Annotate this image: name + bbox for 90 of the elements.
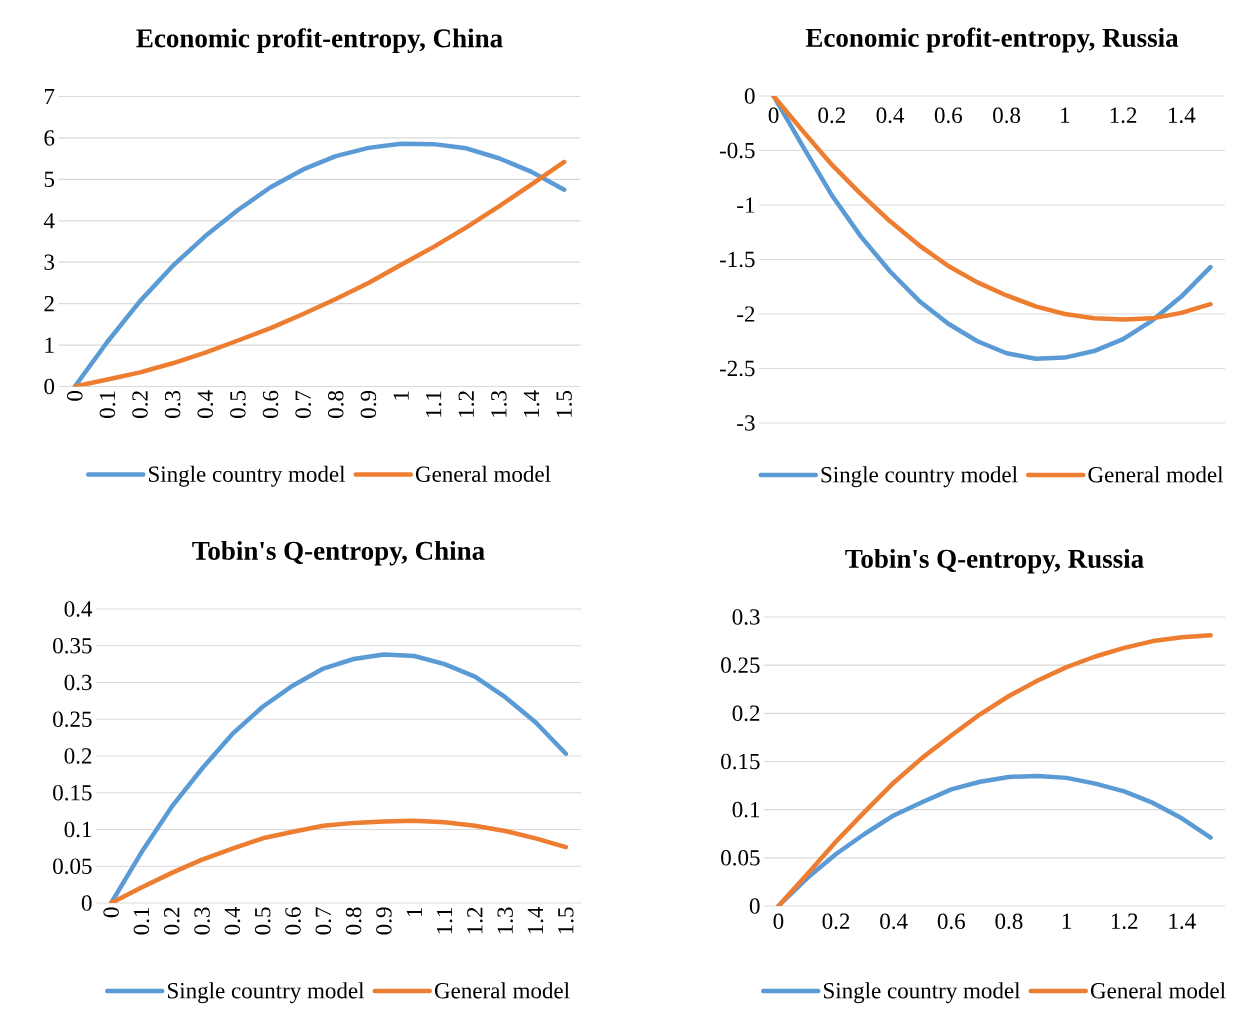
y-tick-label: -3: [737, 415, 755, 431]
y-tick-label: -0.5: [719, 142, 755, 159]
legend-label: General model: [434, 982, 570, 999]
y-tick-label: 0.35: [53, 637, 92, 654]
chart-title: Tobin's Q-entropy, China: [192, 540, 485, 566]
y-tick-label: -1.5: [719, 251, 755, 268]
x-tick-label: 0.3: [164, 390, 181, 418]
y-tick-label: 7: [44, 88, 55, 105]
y-tick-label: -2.5: [719, 360, 755, 377]
chart-title: Economic profit-entropy, Russia: [805, 27, 1179, 53]
legend-label: General model: [1090, 982, 1226, 999]
x-tick-label: 0.6: [937, 913, 965, 930]
y-tick-label: 0.4: [64, 601, 93, 617]
x-tick-label: 0.9: [360, 390, 377, 418]
x-tick-label: 1.4: [1168, 107, 1196, 124]
x-tick-label: 0.8: [345, 907, 362, 935]
y-tick-label: 0: [744, 88, 755, 104]
y-tick-label: 0.3: [732, 609, 760, 625]
legend-label: General model: [1088, 466, 1224, 483]
x-tick-label: 1.3: [491, 390, 507, 417]
y-tick-label: 0.15: [721, 753, 760, 770]
x-tick-label: 0.7: [295, 390, 312, 418]
y-tick-label: 0.15: [53, 784, 92, 801]
y-tick-label: 1: [45, 337, 54, 353]
x-tick-label: 1.4: [527, 906, 544, 934]
y-tick-label: 0.2: [732, 705, 760, 722]
x-tick-label: 1.5: [556, 390, 572, 417]
x-tick-label: 0.4: [224, 906, 241, 935]
y-tick-label: 3: [44, 254, 55, 270]
x-tick-label: 0.2: [163, 907, 180, 935]
x-tick-label: 0.2: [132, 391, 148, 418]
x-tick-label: 1.4: [523, 390, 540, 417]
y-tick-label: 4: [43, 213, 55, 229]
y-tick-label: 0.25: [721, 657, 760, 673]
y-tick-label: 5: [44, 171, 55, 187]
x-tick-label: 0.5: [230, 390, 246, 418]
x-tick-label: 1.3: [497, 907, 514, 934]
x-tick-label: 1.1: [425, 391, 442, 417]
x-tick-label: 0.9: [376, 907, 392, 935]
x-tick-label: 1.2: [1111, 913, 1138, 930]
x-tick-label: 1: [406, 907, 422, 917]
y-tick-label: 0.05: [721, 850, 760, 866]
x-tick-label: 1.2: [458, 391, 475, 417]
y-tick-label: 0.25: [53, 711, 92, 728]
legend-label: Single country model: [824, 982, 1021, 1004]
legend-label: Single country model: [821, 466, 1018, 488]
line-series: [776, 633, 1213, 906]
y-tick-label: 6: [44, 130, 55, 146]
y-tick-label: 0.1: [732, 801, 760, 818]
x-tick-label: 1.4: [1169, 913, 1196, 930]
chart-title: Tobin's Q-entropy, Russia: [845, 548, 1144, 574]
x-tick-label: 1: [1061, 107, 1070, 123]
x-tick-label: 1.1: [436, 907, 453, 934]
x-tick-label: 0.1: [99, 391, 116, 418]
x-tick-label: 0.6: [262, 390, 279, 418]
chart-title: Economic profit-entropy, China: [136, 28, 503, 53]
line-series: [108, 652, 569, 903]
x-tick-label: 0: [773, 913, 784, 930]
line-series: [108, 818, 569, 903]
x-tick-label: 0.2: [818, 107, 845, 124]
x-tick-label: 0.8: [993, 107, 1021, 124]
y-tick-label: 0.3: [64, 674, 92, 691]
x-tick-label: 0.8: [995, 913, 1023, 930]
y-tick-label: 0.05: [53, 858, 92, 875]
x-tick-label: 0: [103, 907, 119, 918]
y-tick-label: -1: [737, 197, 755, 213]
x-tick-label: 0.2: [822, 913, 850, 930]
x-tick-label: 0.4: [880, 913, 908, 930]
x-tick-label: 1.5: [558, 907, 574, 934]
x-tick-label: 0.1: [133, 907, 150, 935]
x-tick-label: 0.6: [934, 107, 963, 124]
x-tick-label: 0.3: [194, 907, 210, 935]
legend-label: Single country model: [149, 465, 346, 487]
x-tick-label: 1: [393, 391, 409, 400]
x-tick-label: 1.2: [1110, 107, 1137, 124]
x-tick-label: 0.5: [254, 907, 271, 935]
x-tick-label: 1: [1062, 913, 1071, 929]
legend-label: Single country model: [168, 982, 365, 1004]
y-tick-label: -2: [737, 306, 755, 322]
y-tick-label: 0.1: [64, 821, 92, 838]
x-tick-label: 0.6: [285, 907, 301, 935]
x-tick-label: 0.8: [328, 390, 344, 418]
x-tick-label: 0.4: [876, 107, 905, 124]
y-tick-label: 2: [44, 296, 54, 312]
x-tick-label: 0.4: [197, 390, 214, 418]
legend-label: General model: [415, 465, 551, 482]
x-tick-label: 1.2: [467, 907, 483, 934]
x-tick-label: 0: [768, 107, 779, 124]
y-tick-label: 0.2: [64, 748, 92, 764]
x-tick-label: 0.7: [315, 907, 332, 935]
